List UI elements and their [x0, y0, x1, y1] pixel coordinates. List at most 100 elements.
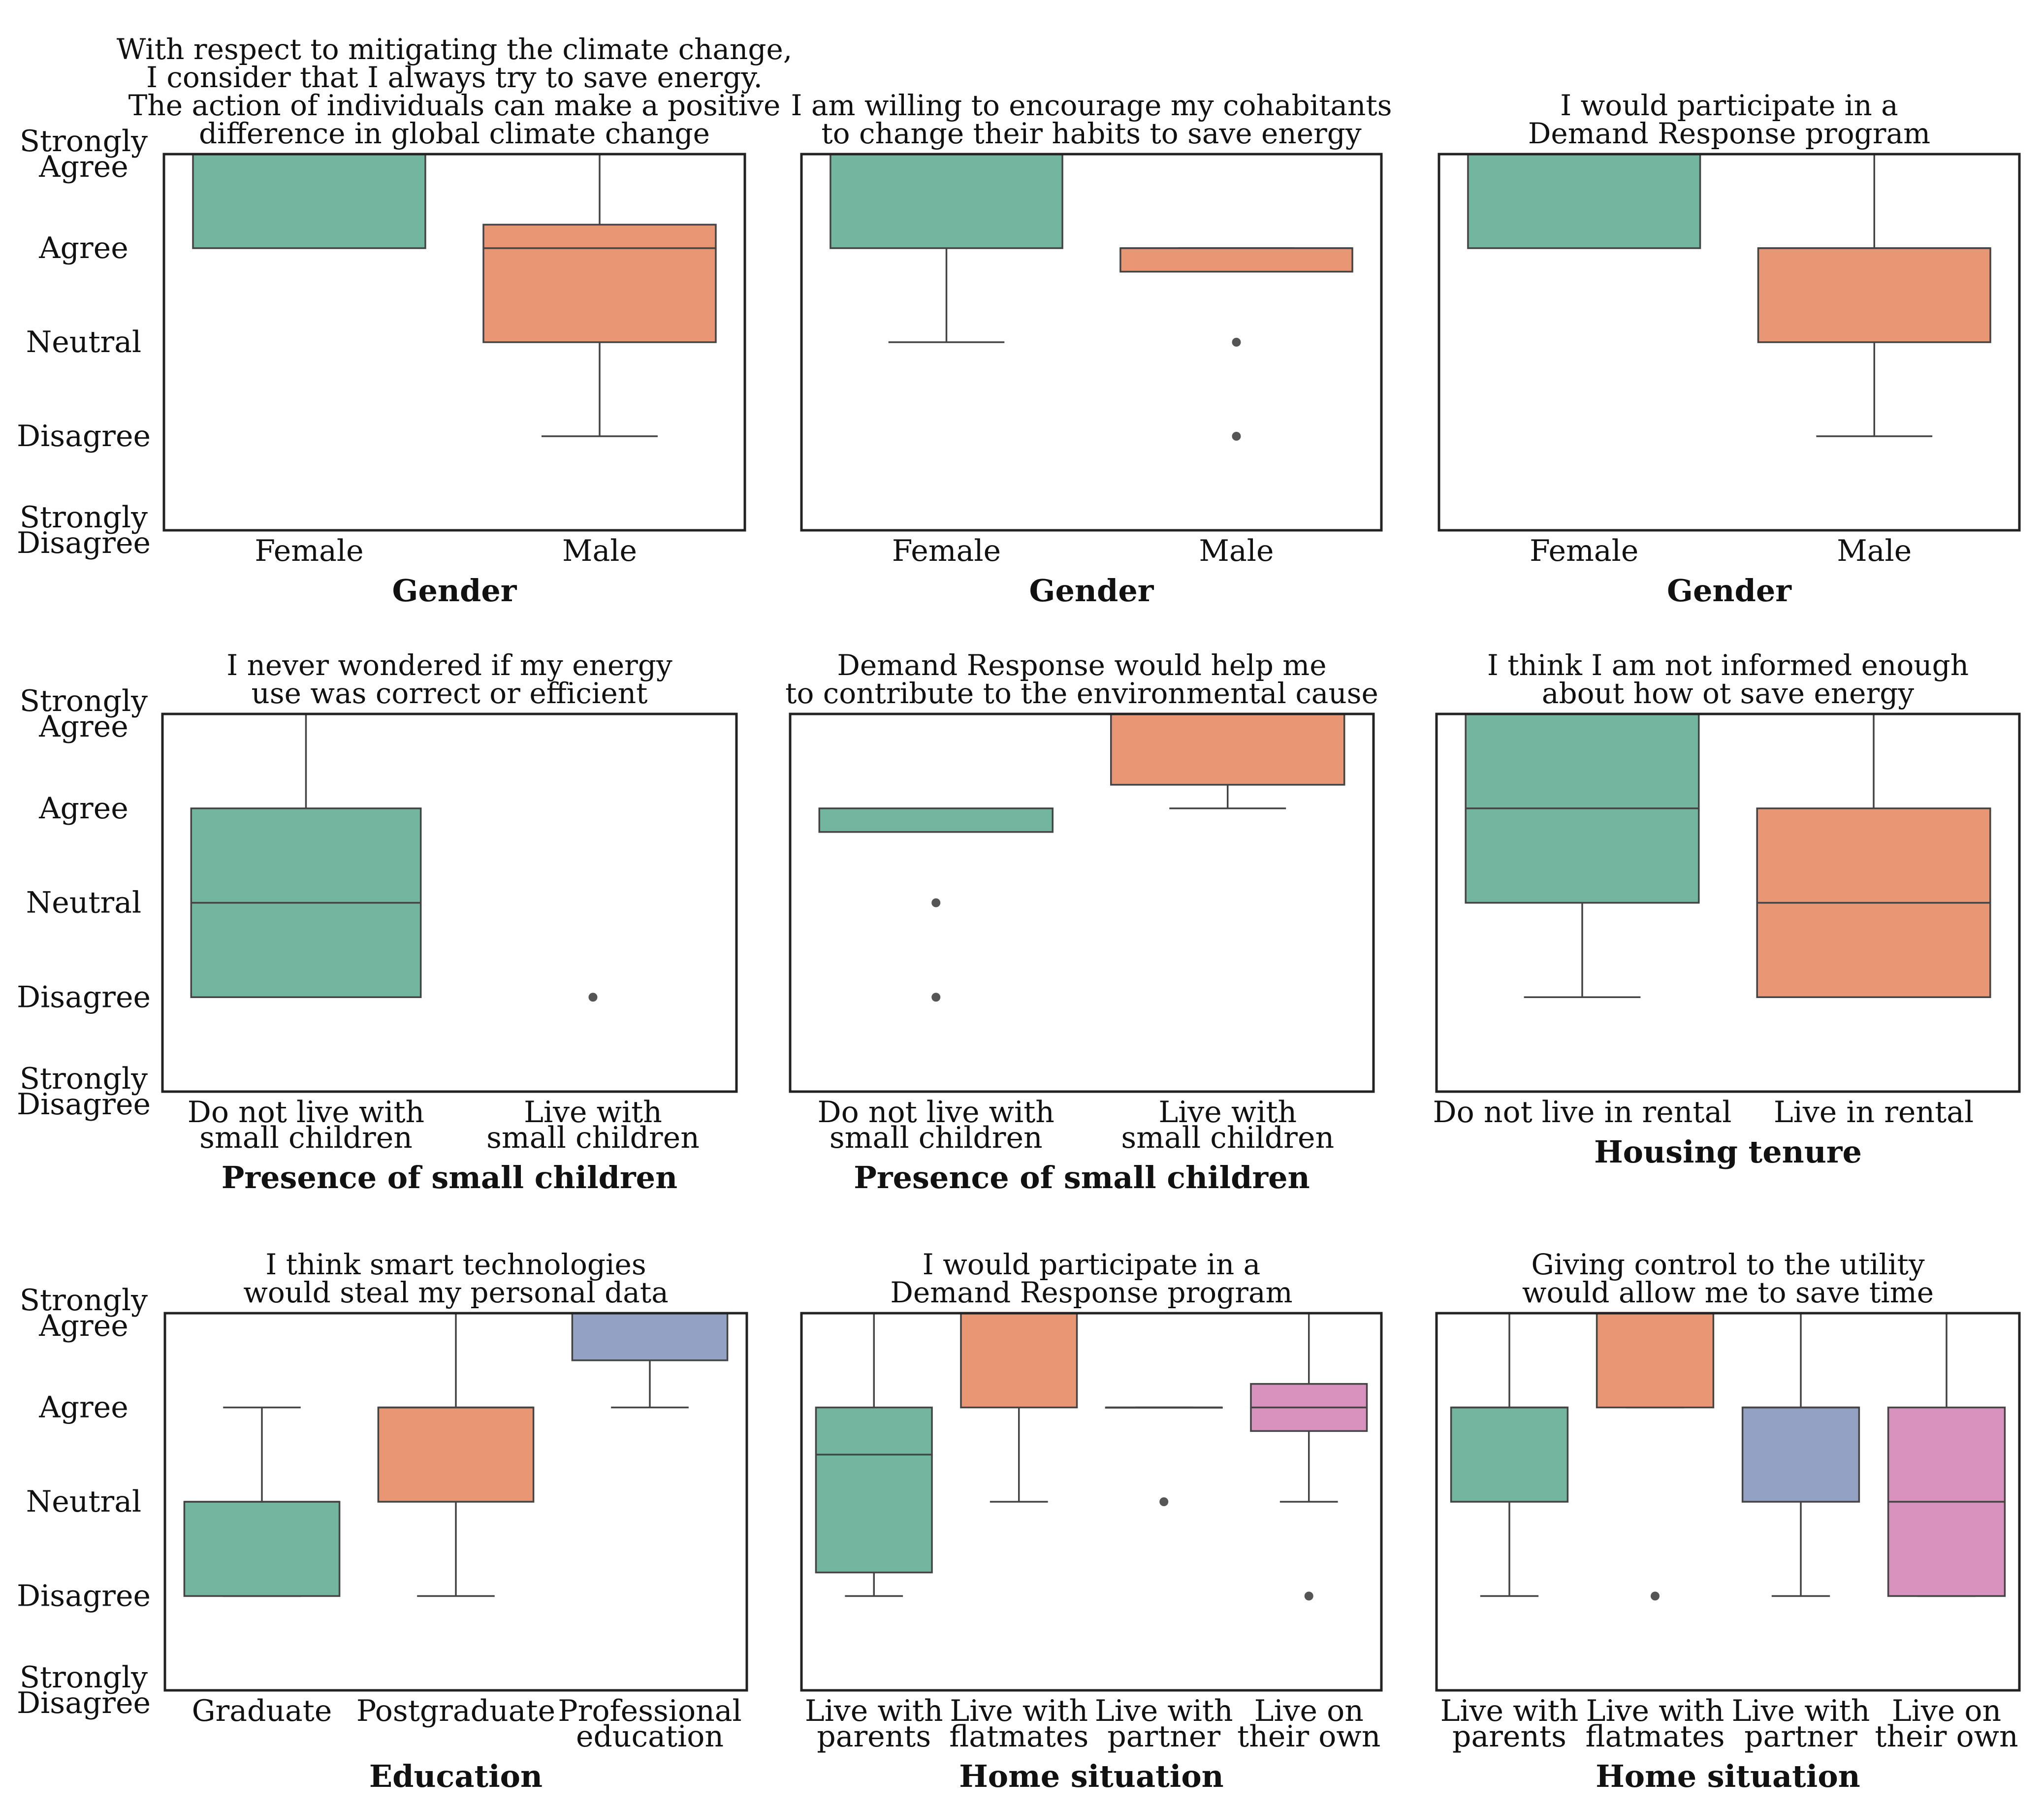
x-tick-label: Live with — [1440, 1694, 1579, 1728]
box-group — [588, 993, 598, 1002]
x-tick-label: Graduate — [192, 1694, 332, 1728]
y-tick-label: Strongly — [20, 1660, 148, 1695]
box-group — [1596, 1312, 1715, 1601]
outlier-point — [1232, 338, 1241, 347]
x-tick-label: Male — [1199, 534, 1274, 568]
x-axis-label: Presence of small children — [222, 1160, 677, 1195]
box-iqr — [571, 1312, 729, 1361]
x-tick-label: Male — [562, 534, 637, 568]
box-iqr — [1757, 247, 1991, 343]
box-group — [818, 808, 1054, 1002]
y-tick-label: Agree — [38, 710, 128, 744]
panel-title-line: With respect to mitigating the climate c… — [117, 32, 793, 66]
axes-frame — [789, 712, 1375, 1093]
x-tick-label: Live in rental — [1774, 1095, 1974, 1130]
box-group — [815, 1312, 933, 1597]
box-group — [1465, 713, 1700, 998]
axes-frame — [161, 712, 738, 1093]
outlier-point — [931, 993, 941, 1002]
box-group — [192, 153, 426, 249]
box-group — [571, 1312, 729, 1409]
box-group — [377, 1312, 535, 1597]
x-tick-label: their own — [1875, 1719, 2018, 1754]
y-tick-label: Strongly — [20, 1283, 148, 1318]
axes-frame — [1435, 712, 2021, 1093]
box-group — [1741, 1312, 1860, 1597]
box-iqr — [1450, 1406, 1569, 1503]
box-iqr — [1596, 1312, 1715, 1409]
axes-frame — [162, 153, 746, 532]
panel-title-line: I would participate in a — [1560, 89, 1898, 122]
x-tick-label: parents — [817, 1719, 931, 1754]
x-tick-label: education — [576, 1719, 724, 1754]
outlier-point — [1232, 432, 1241, 441]
x-axis-label: Home situation — [1596, 1758, 1860, 1794]
panel-title-line: I consider that I always try to save ene… — [146, 61, 763, 94]
x-tick-label: Female — [255, 534, 363, 568]
box-iqr — [1741, 1406, 1860, 1503]
x-axis-label: Gender — [392, 573, 517, 609]
x-tick-label: partner — [1107, 1719, 1220, 1754]
axes-frame — [800, 1312, 1383, 1692]
outlier-point — [1159, 1497, 1169, 1506]
panel-title-line: Demand Response program — [1528, 117, 1930, 150]
box-iqr — [1119, 247, 1353, 273]
panel-title-line: I would participate in a — [923, 1248, 1260, 1281]
panel-title-line: to contribute to the environmental cause — [785, 677, 1378, 710]
x-tick-label: their own — [1237, 1719, 1380, 1754]
box-iqr — [482, 224, 717, 343]
y-tick-label: Disagree — [17, 1087, 151, 1122]
panel-title-line: use was correct or efficient — [252, 677, 648, 710]
box-group — [1450, 1312, 1569, 1597]
box-group — [1756, 713, 1991, 998]
x-tick-label: small children — [830, 1121, 1043, 1155]
panel-title-line: difference in global climate change — [199, 117, 710, 150]
panel-title-line: I think smart technologies — [265, 1248, 646, 1281]
y-tick-label: Agree — [38, 791, 128, 826]
y-tick-label: Disagree — [17, 1686, 151, 1720]
x-axis-label: Gender — [1029, 573, 1154, 609]
x-tick-label: flatmates — [949, 1719, 1088, 1754]
x-tick-label: parents — [1452, 1719, 1566, 1754]
box-group — [190, 713, 422, 998]
x-tick-label: Live on — [1892, 1694, 2001, 1728]
box-group — [960, 1312, 1078, 1503]
x-axis-label: Presence of small children — [854, 1160, 1309, 1195]
box-group — [1467, 153, 1701, 249]
x-axis-label: Gender — [1667, 573, 1792, 609]
y-tick-label: Disagree — [17, 419, 151, 453]
x-axis-label: Education — [369, 1758, 543, 1794]
x-tick-label: Postgraduate — [356, 1694, 555, 1728]
x-tick-label: Do not live with — [818, 1095, 1054, 1130]
box-iqr — [960, 1312, 1078, 1409]
panel-title-line: about how ot save energy — [1542, 677, 1914, 710]
y-tick-label: Disagree — [17, 526, 151, 560]
x-tick-label: Female — [1530, 534, 1638, 568]
axes-frame — [800, 153, 1383, 532]
panel-title-line: would steal my personal data — [243, 1276, 669, 1309]
outlier-point — [1651, 1591, 1660, 1601]
box-iqr — [377, 1406, 535, 1503]
panel-title-line: to change their habits to save energy — [821, 117, 1362, 150]
x-tick-label: Live with — [524, 1095, 662, 1130]
panel-title-line: I think I am not informed enough — [1487, 648, 1969, 682]
box-iqr — [1467, 153, 1701, 249]
x-tick-label: Live with — [805, 1694, 943, 1728]
y-tick-label: Agree — [38, 1309, 128, 1343]
x-tick-label: Do not live in rental — [1433, 1095, 1732, 1130]
box-group — [1887, 1312, 2006, 1597]
y-tick-label: Agree — [38, 1390, 128, 1425]
y-tick-label: Disagree — [17, 1579, 151, 1614]
y-tick-label: Neutral — [26, 886, 141, 920]
x-tick-label: small children — [199, 1121, 413, 1155]
x-axis-label: Home situation — [959, 1758, 1224, 1794]
x-tick-label: Female — [892, 534, 1001, 568]
panel-2: I am willing to encourage my cohabitants… — [791, 89, 1392, 609]
outlier-point — [588, 993, 598, 1002]
panel-title-line: The action of individuals can make a pos… — [128, 89, 781, 122]
x-tick-label: Live with — [1095, 1694, 1233, 1728]
